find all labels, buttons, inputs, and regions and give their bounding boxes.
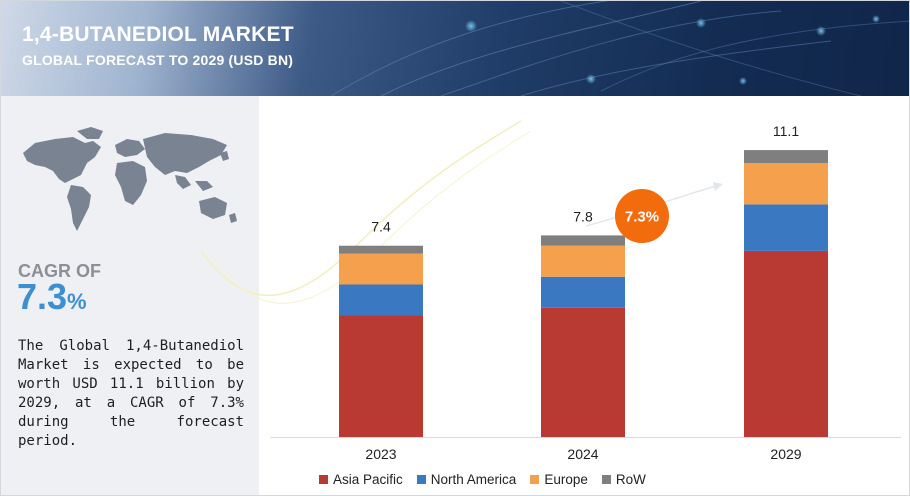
legend-label: Europe bbox=[544, 471, 588, 487]
x-tick-label-2024: 2024 bbox=[567, 446, 598, 462]
cagr-value: 7.3% bbox=[17, 279, 87, 315]
bar-segment-north-america-2029 bbox=[744, 204, 828, 251]
bar-segment-row-2029 bbox=[744, 150, 828, 164]
legend-label: North America bbox=[430, 471, 517, 487]
world-map-icon bbox=[23, 127, 237, 231]
chart-subtitle: GLOBAL FORECAST TO 2029 (USD BN) bbox=[22, 52, 294, 68]
bar-segment-europe-2029 bbox=[744, 163, 828, 205]
cagr-percent-sign: % bbox=[67, 289, 87, 314]
bar-segment-asia-pacific-2024 bbox=[541, 307, 625, 437]
cagr-bubble bbox=[615, 189, 669, 243]
header-banner: 1,4-BUTANEDIOL MARKET GLOBAL FORECAST TO… bbox=[1, 1, 909, 96]
bar-segment-row-2024 bbox=[541, 235, 625, 246]
x-tick-label-2029: 2029 bbox=[770, 446, 801, 462]
legend-item-asia-pacific: Asia Pacific bbox=[319, 472, 403, 487]
bar-segment-asia-pacific-2029 bbox=[744, 250, 828, 437]
legend-item-europe: Europe bbox=[530, 472, 588, 487]
header-decoration bbox=[330, 1, 909, 96]
bar-segment-north-america-2023 bbox=[339, 284, 423, 316]
legend-swatch bbox=[319, 474, 328, 484]
chart-title: 1,4-BUTANEDIOL MARKET bbox=[22, 23, 294, 46]
decorative-swoosh bbox=[200, 120, 522, 297]
legend-label: RoW bbox=[615, 471, 646, 487]
legend-swatch bbox=[601, 474, 611, 484]
legend-item-row: RoW bbox=[601, 471, 646, 487]
bar-segment-asia-pacific-2023 bbox=[339, 315, 423, 437]
chart-legend: Asia Pacific North America Europe RoW bbox=[319, 470, 660, 488]
bar-segment-north-america-2024 bbox=[541, 276, 625, 308]
cagr-bubble-text: 7.3% bbox=[625, 209, 659, 226]
bar-segment-europe-2024 bbox=[541, 245, 625, 277]
legend-swatch bbox=[530, 474, 540, 484]
legend-label: Asia Pacific bbox=[333, 471, 403, 487]
trend-arrow-head bbox=[713, 182, 723, 191]
bar-segment-row-2023 bbox=[339, 245, 423, 254]
total-label-2024: 7.8 bbox=[573, 208, 593, 224]
total-label-2023: 7.4 bbox=[371, 219, 391, 235]
legend-item-north-america: North America bbox=[416, 471, 517, 487]
bar-segment-europe-2023 bbox=[339, 253, 423, 285]
legend-swatch bbox=[416, 474, 426, 484]
cagr-label: CAGR OF bbox=[18, 261, 101, 281]
x-tick-label-2023: 2023 bbox=[365, 446, 396, 462]
total-label-2029: 11.1 bbox=[773, 123, 799, 139]
market-description: The Global 1,4-Butanediol Market is expe… bbox=[18, 338, 244, 449]
cagr-number: 7.3 bbox=[17, 276, 68, 317]
